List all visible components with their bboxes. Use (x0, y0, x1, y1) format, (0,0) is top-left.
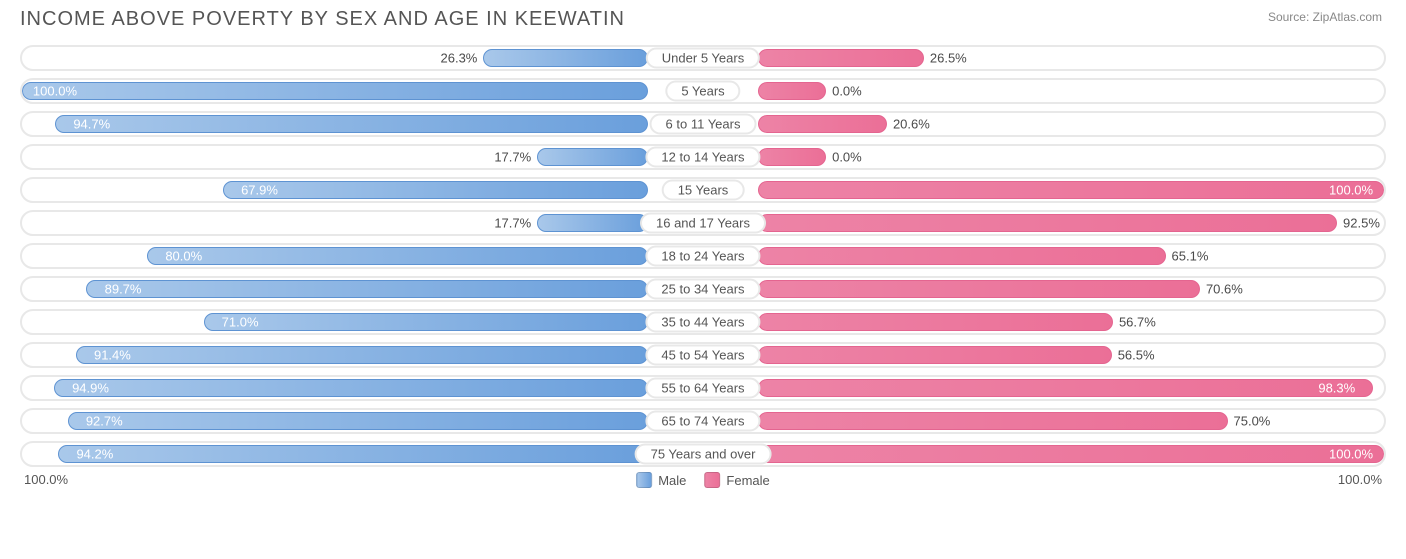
age-group-label: 15 Years (662, 180, 745, 201)
male-value-label: 94.2% (76, 447, 113, 462)
chart-row: 17.7% 92.5% 16 and 17 Years (20, 210, 1386, 236)
male-bar (76, 346, 648, 364)
age-group-label: 16 and 17 Years (640, 213, 766, 234)
male-value-label: 94.7% (73, 117, 110, 132)
male-bar (147, 247, 648, 265)
legend-male: Male (636, 472, 686, 488)
male-bar (537, 214, 648, 232)
legend-female-swatch (704, 472, 720, 488)
chart-row: 91.4% 56.5% 45 to 54 Years (20, 342, 1386, 368)
chart-row: 94.9% 98.3% 55 to 64 Years (20, 375, 1386, 401)
axis-right-label: 100.0% (1338, 472, 1382, 487)
female-value-label: 100.0% (1329, 447, 1373, 462)
female-bar (758, 214, 1337, 232)
female-value-label: 70.6% (1206, 282, 1243, 297)
female-value-label: 20.6% (893, 117, 930, 132)
female-value-label: 100.0% (1329, 183, 1373, 198)
male-value-label: 17.7% (494, 216, 531, 231)
chart-row: 67.9% 100.0% 15 Years (20, 177, 1386, 203)
female-bar (758, 379, 1373, 397)
chart-row: 92.7% 75.0% 65 to 74 Years (20, 408, 1386, 434)
chart-title: INCOME ABOVE POVERTY BY SEX AND AGE IN K… (20, 8, 1386, 31)
male-value-label: 91.4% (94, 348, 131, 363)
male-bar (55, 115, 648, 133)
source-attribution: Source: ZipAtlas.com (1268, 10, 1382, 24)
chart-row: 100.0% 0.0% 5 Years (20, 78, 1386, 104)
male-value-label: 92.7% (86, 414, 123, 429)
male-value-label: 67.9% (241, 183, 278, 198)
female-bar (758, 247, 1166, 265)
chart-row: 26.3% 26.5% Under 5 Years (20, 45, 1386, 71)
female-bar (758, 445, 1384, 463)
age-group-label: 5 Years (665, 81, 740, 102)
axis-row: 100.0% Male Female 100.0% (20, 472, 1386, 498)
female-bar (758, 115, 887, 133)
female-value-label: 0.0% (832, 84, 862, 99)
male-bar (58, 445, 648, 463)
age-group-label: Under 5 Years (646, 48, 760, 69)
male-bar (22, 82, 648, 100)
age-group-label: 12 to 14 Years (645, 147, 760, 168)
age-group-label: 45 to 54 Years (645, 345, 760, 366)
female-value-label: 65.1% (1172, 249, 1209, 264)
legend-female-label: Female (726, 473, 769, 488)
male-bar (54, 379, 648, 397)
female-value-label: 56.5% (1118, 348, 1155, 363)
female-bar (758, 148, 826, 166)
female-value-label: 75.0% (1234, 414, 1271, 429)
male-bar (86, 280, 648, 298)
female-bar (758, 346, 1112, 364)
female-bar (758, 181, 1384, 199)
axis-left-label: 100.0% (24, 472, 68, 487)
male-bar (537, 148, 648, 166)
male-bar (68, 412, 648, 430)
age-group-label: 75 Years and over (635, 444, 772, 465)
age-group-label: 6 to 11 Years (650, 114, 757, 135)
male-value-label: 100.0% (33, 84, 77, 99)
female-value-label: 26.5% (930, 51, 967, 66)
chart-row: 89.7% 70.6% 25 to 34 Years (20, 276, 1386, 302)
male-value-label: 80.0% (165, 249, 202, 264)
chart-row: 94.2% 100.0% 75 Years and over (20, 441, 1386, 467)
legend: Male Female (636, 472, 770, 488)
age-group-label: 25 to 34 Years (645, 279, 760, 300)
female-value-label: 56.7% (1119, 315, 1156, 330)
male-value-label: 26.3% (441, 51, 478, 66)
chart-row: 71.0% 56.7% 35 to 44 Years (20, 309, 1386, 335)
male-bar (204, 313, 648, 331)
female-value-label: 0.0% (832, 150, 862, 165)
age-group-label: 35 to 44 Years (645, 312, 760, 333)
male-value-label: 17.7% (494, 150, 531, 165)
age-group-label: 65 to 74 Years (645, 411, 760, 432)
male-value-label: 94.9% (72, 381, 109, 396)
female-bar (758, 82, 826, 100)
male-value-label: 71.0% (222, 315, 259, 330)
female-bar (758, 313, 1113, 331)
male-bar (223, 181, 648, 199)
age-group-label: 55 to 64 Years (645, 378, 760, 399)
chart-row: 94.7% 20.6% 6 to 11 Years (20, 111, 1386, 137)
legend-male-swatch (636, 472, 652, 488)
legend-female: Female (704, 472, 769, 488)
legend-male-label: Male (658, 473, 686, 488)
female-bar (758, 412, 1228, 430)
male-bar (483, 49, 648, 67)
female-value-label: 98.3% (1318, 381, 1355, 396)
female-bar (758, 280, 1200, 298)
chart-row: 17.7% 0.0% 12 to 14 Years (20, 144, 1386, 170)
female-bar (758, 49, 924, 67)
age-group-label: 18 to 24 Years (645, 246, 760, 267)
diverging-bar-chart: 26.3% 26.5% Under 5 Years 100.0% 0.0% 5 Years… (20, 45, 1386, 467)
male-value-label: 89.7% (105, 282, 142, 297)
chart-row: 80.0% 65.1% 18 to 24 Years (20, 243, 1386, 269)
female-value-label: 92.5% (1343, 216, 1380, 231)
